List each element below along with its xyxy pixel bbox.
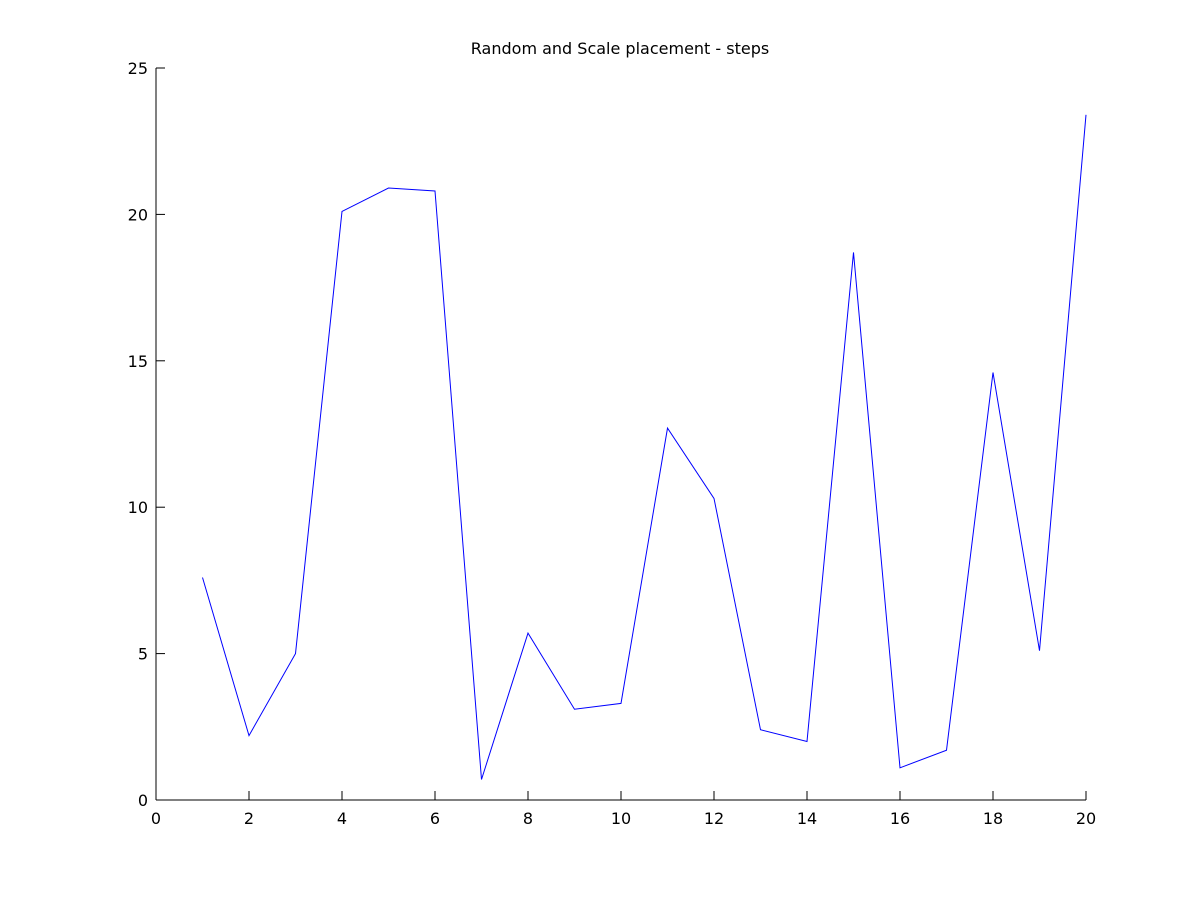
x-tick-label: 14	[797, 809, 817, 828]
y-tick-label: 20	[128, 205, 148, 224]
x-tick-label: 12	[704, 809, 724, 828]
x-tick-label: 6	[430, 809, 440, 828]
x-tick-label: 10	[611, 809, 631, 828]
axes: 0 2 4 6 8 10 12 14 16 18 20 0 5 10 15 20 25	[128, 59, 1097, 828]
y-tick-label: 10	[128, 498, 148, 517]
chart-title: Random and Scale placement - steps	[471, 39, 769, 58]
x-tick-label: 2	[244, 809, 254, 828]
x-tick-label: 0	[151, 809, 161, 828]
y-tick-label: 5	[138, 645, 148, 664]
y-tick-label: 15	[128, 352, 148, 371]
y-tick-label: 25	[128, 59, 148, 78]
plot-area	[202, 114, 1087, 780]
series-line-1	[202, 114, 1087, 780]
x-tick-label: 4	[337, 809, 347, 828]
y-tick-label: 0	[138, 791, 148, 810]
x-tick-label: 18	[983, 809, 1003, 828]
x-tick-label: 16	[890, 809, 910, 828]
x-tick-label: 20	[1076, 809, 1096, 828]
x-tick-label: 8	[523, 809, 533, 828]
